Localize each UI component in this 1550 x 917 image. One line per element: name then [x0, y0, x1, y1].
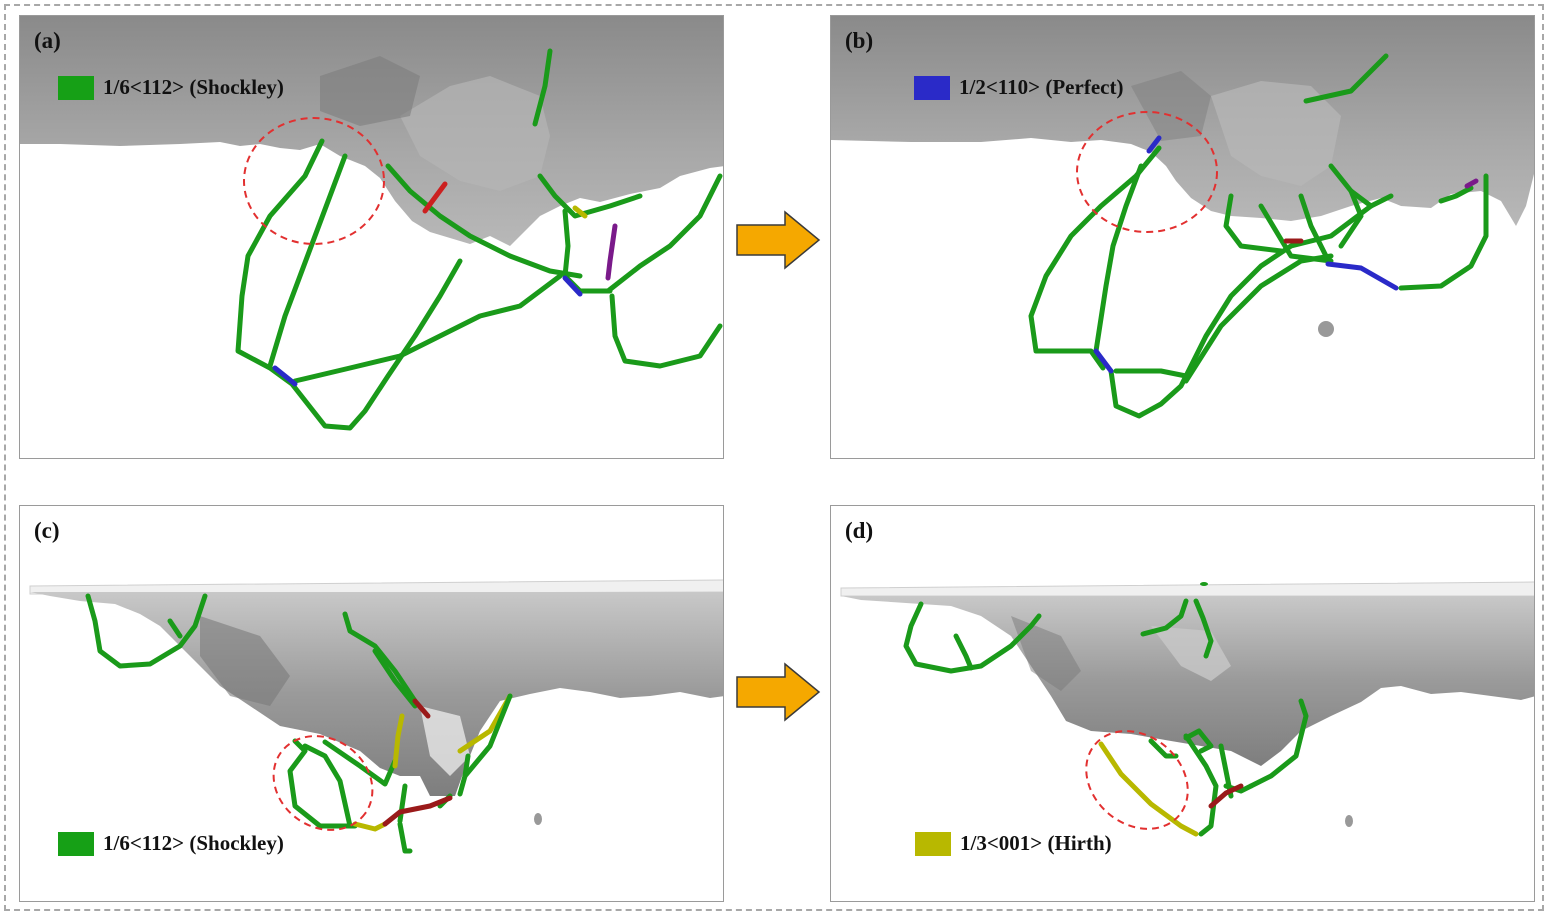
legend-swatch — [914, 75, 950, 100]
panel-b-scene — [831, 16, 1534, 419]
highlight-circle — [1085, 730, 1189, 830]
legend-text: 1/3<001> (Hirth) — [960, 831, 1112, 855]
highlight-circle — [1076, 111, 1218, 233]
panel-d-scene — [840, 581, 1534, 837]
right-arrow-icon — [736, 210, 821, 270]
debris-particle — [1345, 815, 1353, 827]
panel-a: (a) 1/6<112> (Shockley) — [19, 15, 724, 459]
right-arrow-icon — [736, 662, 821, 722]
dislocation-lines — [235, 48, 723, 431]
legend-swatch — [58, 75, 94, 100]
panel-c-legend: 1/6<112> (Shockley) — [58, 831, 284, 856]
panel-b-label: (b) — [845, 28, 874, 53]
legend-swatch — [58, 831, 94, 856]
highlight-circle — [272, 735, 374, 831]
dislocation-lines — [903, 598, 1309, 837]
legend-text: 1/6<112> (Shockley) — [103, 831, 284, 855]
panel-a-legend: 1/6<112> (Shockley) — [58, 75, 284, 100]
panel-a-label: (a) — [34, 28, 61, 53]
dashed-figure-frame — [4, 4, 1544, 911]
debris-particle — [1318, 321, 1334, 337]
panel-d-legend: 1/3<001> (Hirth) — [915, 831, 1112, 856]
debris-particle — [534, 813, 542, 825]
highlight-circle — [243, 117, 385, 245]
surface-mesh — [30, 592, 723, 796]
panel-c-scene — [29, 579, 723, 854]
dislocation-lines — [1028, 53, 1489, 419]
panel-d: (d) 1/3<001> (Hirth) — [830, 505, 1535, 902]
dislocation-lines — [85, 593, 513, 854]
panel-b-legend: 1/2<110> (Perfect) — [914, 75, 1123, 100]
panel-c-label: (c) — [34, 518, 60, 543]
panel-d-label: (d) — [845, 518, 874, 543]
surface-mesh — [841, 596, 1534, 766]
panel-c: (c) 1/6<112> (Shockley) — [19, 505, 724, 902]
legend-text: 1/6<112> (Shockley) — [103, 75, 284, 99]
legend-text: 1/2<110> (Perfect) — [959, 75, 1124, 99]
legend-swatch — [915, 831, 951, 856]
panel-b: (b) 1/2<110> (Perfect) — [830, 15, 1535, 459]
panel-a-scene — [20, 16, 723, 431]
green-blip — [1200, 582, 1208, 586]
surface-mesh — [20, 16, 723, 246]
